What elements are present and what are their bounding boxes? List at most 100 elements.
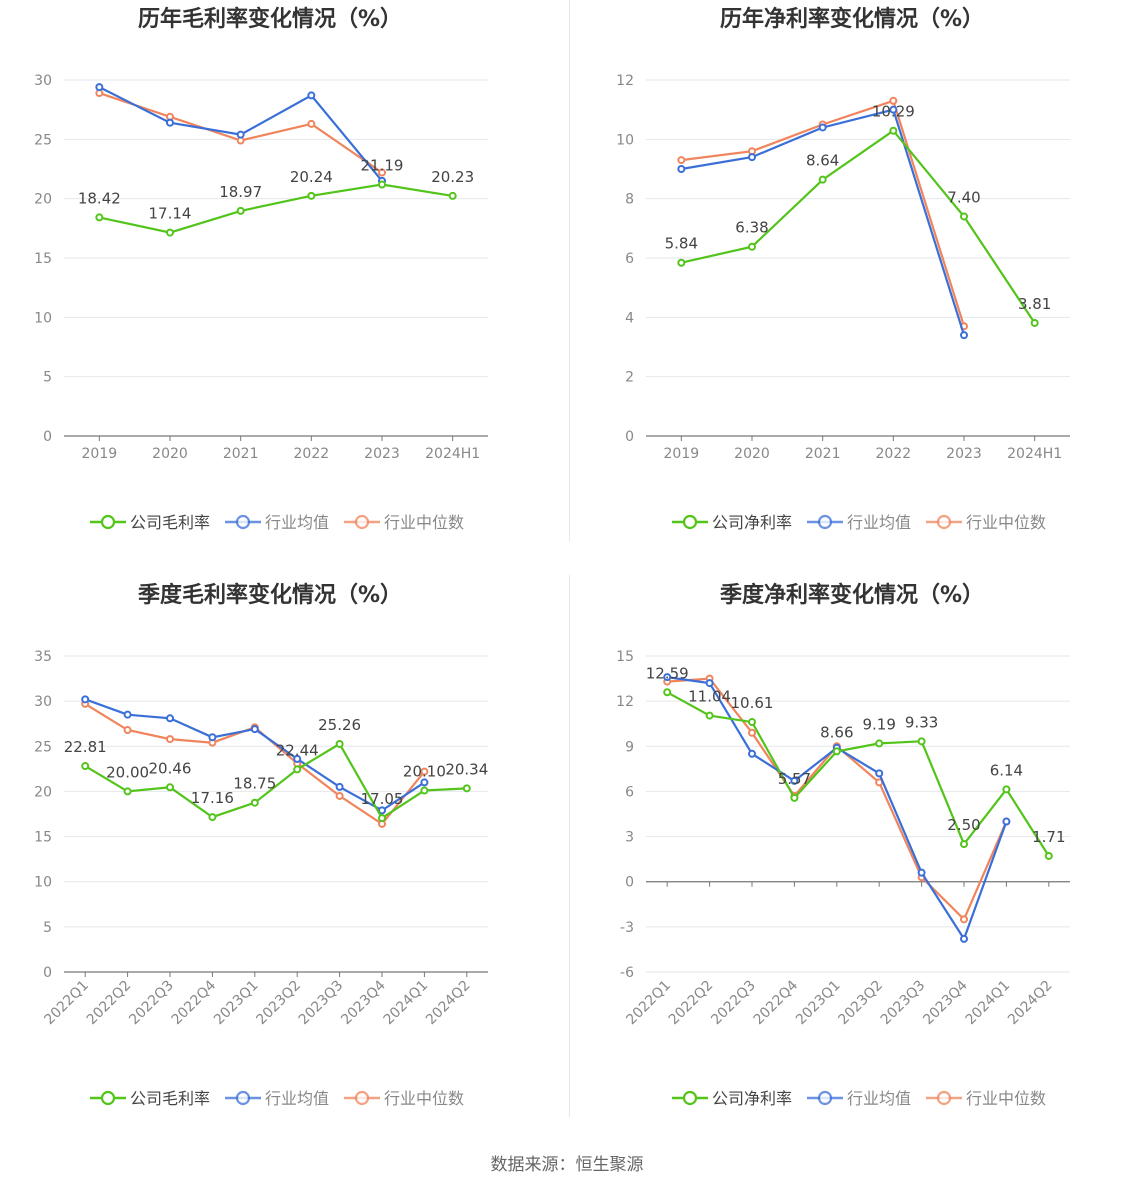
x-tick-label: 2022Q2 (666, 978, 717, 1029)
data-point-company (378, 180, 386, 189)
data-point-avg (875, 769, 884, 778)
legend-marker-median (354, 514, 370, 530)
x-tick-label: 2022Q3 (126, 978, 177, 1029)
data-point-company (1044, 851, 1053, 860)
x-tick-label: 2024Q1 (963, 978, 1014, 1029)
y-tick-label: 20 (34, 784, 52, 800)
x-tick-label: 2021 (223, 446, 259, 462)
data-label: 3.81 (1018, 295, 1051, 313)
y-tick-label: 25 (34, 739, 52, 755)
x-tick-label: 2024H1 (1007, 446, 1062, 462)
chart-title: 季度毛利率变化情况（%） (138, 582, 402, 608)
data-point-company (705, 711, 714, 720)
y-tick-label: -6 (620, 965, 634, 981)
x-tick-label: 2023Q1 (793, 978, 844, 1029)
x-tick-label: 2023Q2 (835, 978, 886, 1029)
y-tick-label: 2 (625, 370, 634, 386)
data-label: 20.24 (290, 168, 333, 186)
series-line-avg (681, 108, 966, 336)
x-tick-label: 2024Q1 (381, 978, 432, 1029)
x-tick-label: 2023Q2 (253, 978, 304, 1029)
data-label: 6.38 (735, 219, 768, 237)
legend-label: 公司毛利率 (130, 513, 210, 532)
data-source-note: 数据来源：恒生聚源 (490, 1155, 644, 1175)
data-point-company (123, 787, 132, 796)
legend-label: 公司净利率 (712, 1089, 792, 1108)
y-tick-label: 6 (625, 784, 634, 800)
data-point-company (95, 213, 104, 222)
data-point-avg (960, 331, 968, 340)
data-label: 18.42 (78, 189, 121, 207)
legend-label: 行业中位数 (966, 1089, 1046, 1108)
data-label: 20.34 (445, 760, 488, 778)
data-point-company (677, 258, 686, 267)
x-tick-label: 2020 (152, 446, 188, 462)
data-label: 21.19 (361, 157, 404, 175)
data-label: 6.14 (990, 761, 1023, 779)
data-point-avg (818, 123, 827, 132)
x-tick-label: 2022 (876, 446, 912, 462)
data-label: 10.29 (872, 103, 915, 121)
data-point-median (960, 915, 968, 924)
data-point-avg (208, 733, 217, 742)
data-label: 20.23 (431, 168, 474, 186)
data-point-company (166, 783, 174, 792)
chart-title: 季度净利率变化情况（%） (720, 582, 984, 608)
x-tick-label: 2022Q1 (623, 978, 674, 1029)
legend-label: 行业中位数 (384, 513, 464, 532)
series-line-company (681, 129, 1036, 324)
x-tick-label: 2023Q4 (920, 977, 971, 1028)
x-tick-label: 2022Q1 (41, 978, 92, 1029)
data-label: 17.14 (149, 205, 192, 223)
y-tick-label: 8 (625, 192, 634, 208)
data-label: 20.00 (106, 763, 149, 781)
data-point-median (420, 767, 429, 776)
panel-divider (569, 0, 570, 542)
data-point-avg (889, 105, 898, 114)
data-point-company (250, 798, 259, 807)
data-label: 7.40 (947, 188, 980, 206)
x-tick-label: 2023Q4 (338, 977, 389, 1028)
y-tick-label: 12 (616, 694, 634, 710)
series-line-median (681, 99, 966, 327)
data-label: 9.33 (905, 713, 938, 731)
y-tick-label: 4 (625, 310, 634, 326)
x-tick-label: 2019 (664, 446, 700, 462)
data-point-company (448, 191, 457, 200)
y-tick-label: 6 (625, 251, 634, 267)
series-line-company (99, 183, 453, 234)
data-point-median (677, 156, 686, 165)
y-tick-label: 10 (616, 132, 634, 148)
legend-label: 行业均值 (847, 513, 911, 532)
data-point-avg (960, 934, 968, 943)
legend-label: 行业均值 (265, 513, 329, 532)
data-label: 12.59 (646, 664, 689, 682)
legend-marker-avg (235, 514, 251, 530)
data-label: 20.46 (149, 759, 192, 777)
data-point-company (293, 765, 302, 774)
data-label: 9.19 (862, 715, 895, 733)
data-point-company (818, 175, 827, 184)
y-tick-label: 25 (34, 132, 52, 148)
legend-label: 公司净利率 (712, 513, 792, 532)
data-label: 20.10 (403, 763, 446, 781)
data-point-avg (705, 679, 714, 688)
data-point-avg (123, 710, 132, 719)
y-tick-label: -3 (620, 920, 634, 936)
data-point-company (236, 206, 245, 215)
x-tick-label: 2020 (734, 446, 770, 462)
legend-label: 行业均值 (265, 1089, 329, 1108)
data-label: 5.57 (778, 770, 811, 788)
data-point-company (420, 786, 429, 795)
data-point-avg (1002, 817, 1011, 826)
data-point-median (307, 119, 316, 128)
data-label: 18.97 (219, 183, 262, 201)
data-point-company (790, 793, 799, 802)
y-tick-label: 0 (625, 429, 634, 445)
data-label: 8.66 (820, 723, 853, 741)
data-point-avg (236, 130, 245, 139)
y-tick-label: 5 (43, 370, 52, 386)
legend-marker-company (682, 1090, 698, 1106)
y-tick-label: 10 (34, 310, 52, 326)
y-tick-label: 5 (43, 920, 52, 936)
